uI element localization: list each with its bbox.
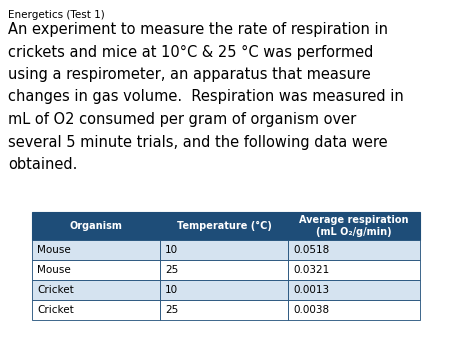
Bar [160, 260, 288, 280]
Text: An experiment to measure the rate of respiration in: An experiment to measure the rate of res… [8, 22, 388, 37]
Text: several 5 minute trials, and the following data were: several 5 minute trials, and the followi… [8, 135, 387, 149]
Text: 10: 10 [165, 245, 178, 255]
Bar [32, 300, 160, 320]
Bar [160, 212, 288, 240]
Text: 0.0013: 0.0013 [293, 285, 329, 295]
Text: 25: 25 [165, 305, 178, 315]
Text: Cricket: Cricket [37, 285, 74, 295]
Bar [160, 280, 288, 300]
Text: changes in gas volume.  Respiration was measured in: changes in gas volume. Respiration was m… [8, 90, 404, 104]
Text: crickets and mice at 10°C & 25 °C was performed: crickets and mice at 10°C & 25 °C was pe… [8, 45, 374, 59]
Text: Organism: Organism [70, 221, 122, 231]
Text: Temperature (°C): Temperature (°C) [176, 221, 271, 231]
Bar [288, 240, 420, 260]
Text: using a respirometer, an apparatus that measure: using a respirometer, an apparatus that … [8, 67, 371, 82]
Text: 10: 10 [165, 285, 178, 295]
Text: 0.0038: 0.0038 [293, 305, 329, 315]
Bar [32, 212, 160, 240]
Text: 25: 25 [165, 265, 178, 275]
Bar [288, 300, 420, 320]
Bar [288, 280, 420, 300]
Bar [288, 212, 420, 240]
Text: Cricket: Cricket [37, 305, 74, 315]
Text: Energetics (Test 1): Energetics (Test 1) [8, 10, 105, 20]
Bar [32, 240, 160, 260]
Bar [32, 280, 160, 300]
Text: obtained.: obtained. [8, 157, 77, 172]
Text: Average respiration
(mL O₂/g/min): Average respiration (mL O₂/g/min) [299, 215, 409, 237]
Bar [160, 300, 288, 320]
Bar [160, 240, 288, 260]
Text: 0.0518: 0.0518 [293, 245, 329, 255]
Text: Mouse: Mouse [37, 245, 71, 255]
Bar [288, 260, 420, 280]
Text: mL of O2 consumed per gram of organism over: mL of O2 consumed per gram of organism o… [8, 112, 356, 127]
Bar [32, 260, 160, 280]
Text: 0.0321: 0.0321 [293, 265, 329, 275]
Text: Mouse: Mouse [37, 265, 71, 275]
